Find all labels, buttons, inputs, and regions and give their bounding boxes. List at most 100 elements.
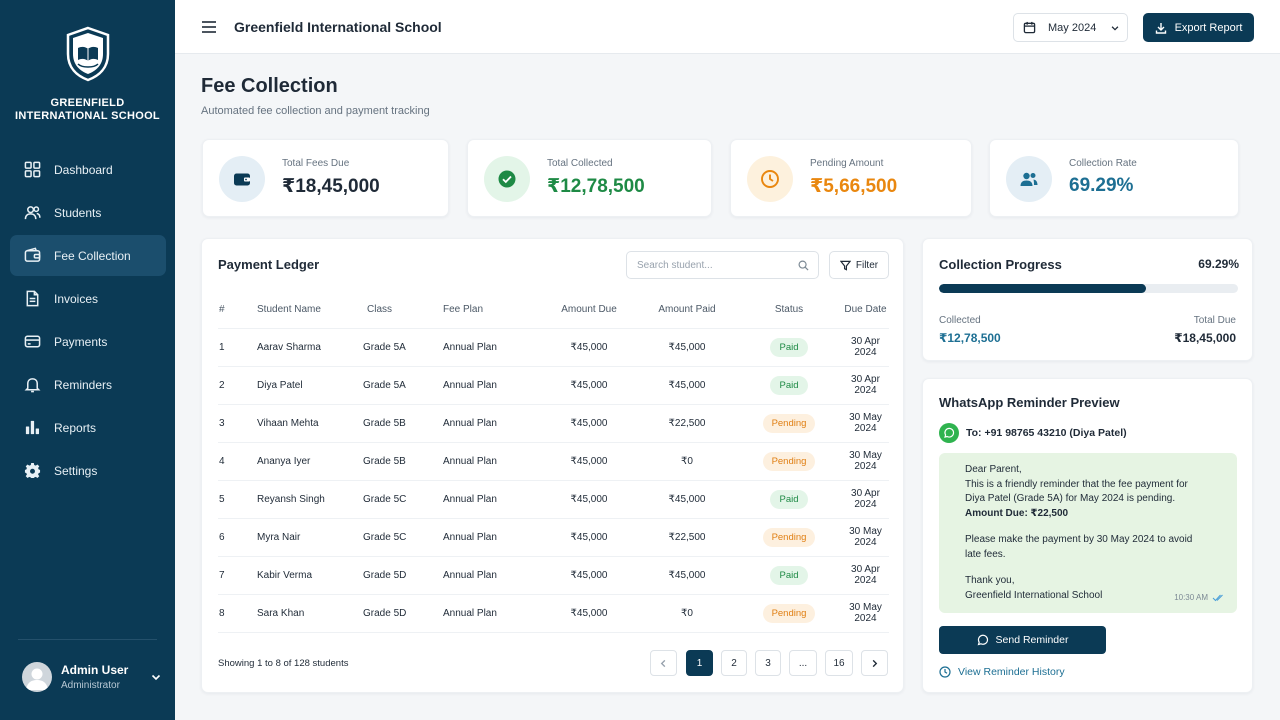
- status-badge: Pending: [762, 527, 816, 547]
- column-header[interactable]: Amount Due: [540, 291, 638, 329]
- table-cell: Ananya Iyer: [257, 442, 363, 481]
- column-header[interactable]: Class: [363, 291, 443, 329]
- table-cell: Grade 5B: [363, 442, 443, 481]
- credit-card-icon: [24, 335, 41, 348]
- stat-label: Total Fees Due: [282, 158, 350, 169]
- search-input[interactable]: Search student...: [626, 251, 819, 279]
- column-header[interactable]: Student Name: [257, 291, 363, 329]
- table-cell: 8: [218, 594, 257, 633]
- column-header[interactable]: Status: [736, 291, 842, 329]
- message-greeting: Dear Parent,: [965, 464, 1022, 475]
- stat-card-collection-rate: Collection Rate 69.29%: [989, 139, 1239, 217]
- table-cell: ₹0: [638, 442, 736, 481]
- chevron-right-icon: [872, 659, 878, 667]
- sidebar-item-students[interactable]: Students: [10, 192, 166, 233]
- whatsapp-icon: [977, 634, 988, 646]
- table-cell: Annual Plan: [443, 366, 540, 405]
- sidebar-item-settings[interactable]: Settings: [10, 450, 166, 491]
- sidebar-item-dashboard[interactable]: Dashboard: [10, 149, 166, 190]
- table-cell: Annual Plan: [443, 442, 540, 481]
- status-badge: Pending: [762, 603, 816, 623]
- user-menu[interactable]: Admin User Administrator: [22, 662, 162, 692]
- table-row[interactable]: 2 Diya Patel Grade 5A Annual Plan ₹45,000 ₹45…: [218, 366, 889, 405]
- column-header[interactable]: Due Date: [842, 291, 889, 329]
- table-cell: ₹45,000: [540, 366, 638, 405]
- sidebar-item-label: Settings: [54, 463, 98, 478]
- table-row[interactable]: 7 Kabir Verma Grade 5D Annual Plan ₹45,000 ₹4…: [218, 556, 889, 595]
- sidebar-item-label: Dashboard: [54, 162, 113, 177]
- table-cell: Annual Plan: [443, 480, 540, 519]
- stat-label: Collection Rate: [1069, 158, 1137, 169]
- column-header[interactable]: #: [218, 291, 257, 329]
- hamburger-menu-icon[interactable]: [201, 19, 217, 35]
- table-row[interactable]: 3 Vihaan Mehta Grade 5B Annual Plan ₹45,000 ₹…: [218, 404, 889, 443]
- pagination-page-button[interactable]: 1: [686, 650, 713, 676]
- month-selector[interactable]: May 2024: [1013, 13, 1128, 42]
- sidebar-item-label: Fee Collection: [54, 248, 131, 263]
- table-row[interactable]: 5 Reyansh Singh Grade 5C Annual Plan ₹45,000…: [218, 480, 889, 519]
- send-reminder-button[interactable]: Send Reminder: [939, 626, 1106, 654]
- stat-card-pending-amount: Pending Amount ₹5,66,500: [730, 139, 972, 217]
- message-amount: Amount Due: ₹22,500: [965, 507, 1069, 519]
- stat-card-total-fees-due: Total Fees Due ₹18,45,000: [202, 139, 449, 217]
- grid-icon: [24, 161, 41, 178]
- sidebar-item-reminders[interactable]: Reminders: [10, 364, 166, 405]
- whatsapp-recipient: To: +91 98765 43210 (Diya Patel): [939, 423, 1127, 443]
- column-header[interactable]: Fee Plan: [443, 291, 540, 329]
- user-avatar-icon: [26, 668, 48, 690]
- sidebar-item-payments[interactable]: Payments: [10, 321, 166, 362]
- table-row[interactable]: 6 Myra Nair Grade 5C Annual Plan ₹45,000 ₹22,…: [218, 518, 889, 557]
- progress-title: Collection Progress: [939, 257, 1062, 272]
- status-cell: Pending: [736, 404, 842, 443]
- table-cell: ₹45,000: [638, 556, 736, 595]
- progress-bar-fill: [939, 284, 1147, 293]
- sidebar-item-label: Reports: [54, 420, 97, 435]
- status-cell: Paid: [736, 366, 842, 405]
- table-cell: Annual Plan: [443, 556, 540, 595]
- stat-card-total-collected: Total Collected ₹12,78,500: [467, 139, 712, 217]
- table-cell: Kabir Verma: [257, 556, 363, 595]
- search-icon: [798, 260, 809, 271]
- school-name-line1: GREENFIELD: [50, 97, 125, 109]
- sidebar-item-reports[interactable]: Reports: [10, 407, 166, 448]
- table-cell: Grade 5C: [363, 480, 443, 519]
- export-report-button[interactable]: Export Report: [1143, 13, 1254, 42]
- filter-button[interactable]: Filter: [829, 251, 889, 279]
- table-row[interactable]: 8 Sara Khan Grade 5D Annual Plan ₹45,000 ₹0 Pe…: [218, 594, 889, 633]
- status-cell: Paid: [736, 556, 842, 595]
- table-cell: 30 May 2024: [842, 442, 889, 481]
- sidebar-item-invoices[interactable]: Invoices: [10, 278, 166, 319]
- table-header-row: # Student Name Class Fee Plan Amount Due…: [218, 291, 889, 329]
- table-cell: Sara Khan: [257, 594, 363, 633]
- school-crest-icon: [66, 26, 109, 82]
- table-cell: 7: [218, 556, 257, 595]
- table-row[interactable]: 4 Ananya Iyer Grade 5B Annual Plan ₹45,000 ₹0…: [218, 442, 889, 481]
- sidebar-item-fee-collection[interactable]: Fee Collection: [10, 235, 166, 276]
- table-cell: Annual Plan: [443, 328, 540, 367]
- table-cell: Diya Patel: [257, 366, 363, 405]
- pagination-prev-button[interactable]: [650, 650, 677, 676]
- whatsapp-icon: [939, 423, 959, 443]
- table-row[interactable]: 1 Aarav Sharma Grade 5A Annual Plan ₹45,000 ₹…: [218, 328, 889, 367]
- whatsapp-recipient-text: To: +91 98765 43210 (Diya Patel): [966, 427, 1127, 439]
- message-thanks: Thank you,: [965, 575, 1015, 586]
- table-cell: Grade 5D: [363, 556, 443, 595]
- table-cell: ₹45,000: [540, 328, 638, 367]
- column-header[interactable]: Amount Paid: [638, 291, 736, 329]
- filter-icon: [839, 260, 851, 271]
- table-cell: Grade 5A: [363, 366, 443, 405]
- chevron-down-icon[interactable]: [150, 671, 162, 683]
- sidebar-item-label: Students: [54, 205, 102, 220]
- pagination-page-button[interactable]: 3: [755, 650, 781, 676]
- message-line: late fees.: [965, 548, 1006, 560]
- pagination-page-button[interactable]: 2: [721, 650, 747, 676]
- table-cell: Grade 5D: [363, 594, 443, 633]
- stat-label: Total Collected: [547, 158, 613, 169]
- view-reminder-history-link[interactable]: View Reminder History: [939, 666, 1065, 678]
- pagination-page-button[interactable]: 16: [825, 650, 853, 676]
- double-check-icon: [1212, 594, 1223, 602]
- users-icon: [24, 206, 41, 220]
- stat-icon-circle: [1006, 156, 1052, 202]
- pagination-next-button[interactable]: [861, 650, 888, 676]
- clock-icon: [761, 170, 779, 188]
